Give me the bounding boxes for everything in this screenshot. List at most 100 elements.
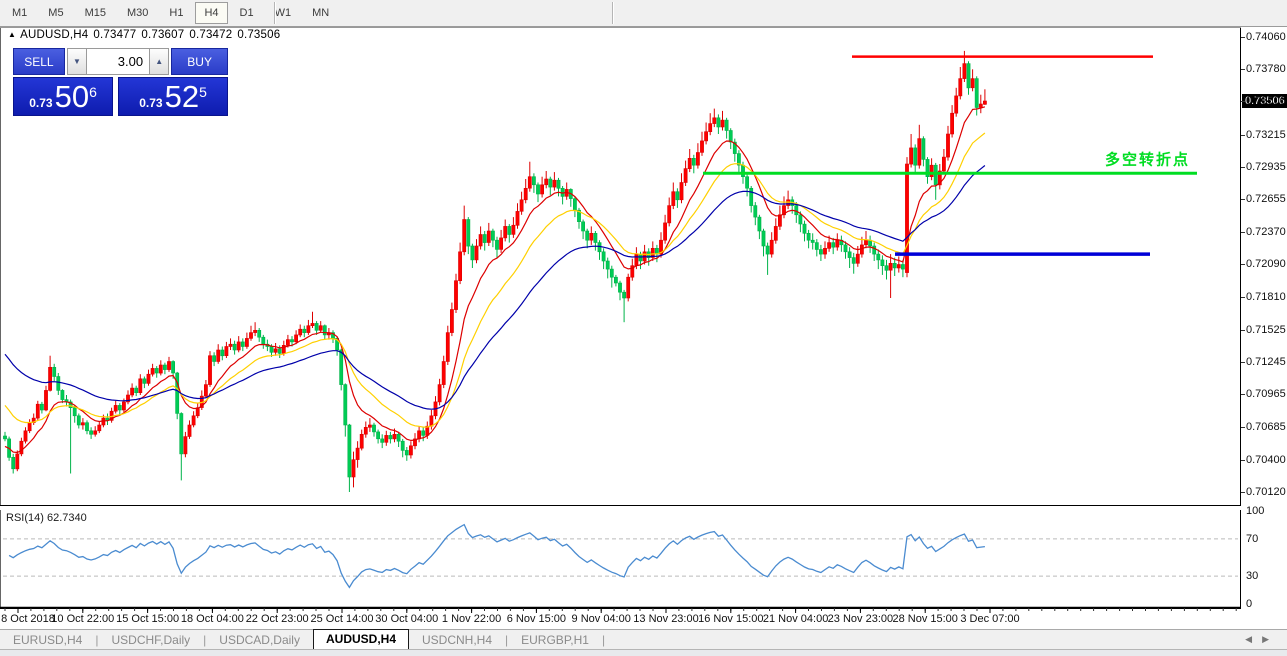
timeframe-button-H4[interactable]: H4	[195, 2, 228, 24]
timeframe-button-M15[interactable]: M15	[84, 7, 106, 19]
tab-usdchf-daily[interactable]: USDCHF,Daily	[111, 633, 191, 647]
ohlc-low: 0.73472	[189, 29, 233, 41]
symbol-name: AUDUSD,H4	[20, 29, 89, 41]
ohlc-high: 0.73607	[141, 29, 185, 41]
toolbar-divider	[612, 2, 614, 24]
time-axis-label: 18 Oct 04:00	[180, 613, 244, 625]
time-axis-label: 23 Nov 23:00	[827, 613, 894, 625]
price-tick	[1241, 426, 1245, 428]
tab-separator: |	[203, 633, 207, 647]
sell-price-main: 50	[54, 79, 90, 114]
tab-separator: |	[505, 633, 509, 647]
scroll-right-icon[interactable]: ▶	[1262, 634, 1279, 644]
tab-eurgbp-h1[interactable]: EURGBP,H1	[521, 633, 589, 647]
chevron-up-icon: ▲	[155, 57, 164, 66]
sell-button[interactable]: SELL	[13, 48, 65, 75]
rsi-guide-label: 100	[1246, 505, 1265, 517]
tab-eurusd-h4[interactable]: EURUSD,H4	[13, 633, 83, 647]
rsi-value-label: RSI(14) 62.7340	[6, 512, 87, 524]
tab-usdcad-daily[interactable]: USDCAD,Daily	[219, 633, 300, 647]
buy-button[interactable]: BUY	[171, 48, 228, 75]
buy-price-main: 52	[164, 79, 200, 114]
time-axis-label: 3 Dec 07:00	[960, 613, 1020, 625]
timeframe-button-W1[interactable]: W1	[274, 7, 292, 19]
price-axis[interactable]: 0.73506 0.74060 0.73780 0.73506 0.73215 0.72…	[1241, 27, 1287, 610]
scroll-left-icon[interactable]: ◀	[1245, 634, 1263, 644]
current-price-badge: 0.73506	[1242, 93, 1287, 108]
price-tick	[1241, 329, 1245, 331]
time-axis-label: 30 Oct 04:00	[375, 613, 439, 625]
price-axis-label: 0.72935	[1246, 160, 1286, 173]
price-tick	[1241, 199, 1245, 201]
price-axis-label: 0.71525	[1246, 323, 1286, 336]
price-tick	[1241, 394, 1245, 396]
price-axis-label: 0.74060	[1246, 31, 1286, 43]
price-axis-label: 0.73506	[1246, 94, 1286, 107]
rsi-guide-label: 0	[1246, 598, 1253, 610]
timeframe-button-M30[interactable]: M30	[126, 7, 149, 19]
time-axis-label: 21 Nov 04:00	[762, 613, 829, 625]
timeframe-button-M5[interactable]: M5	[48, 7, 64, 19]
time-axis-label: 28 Nov 15:00	[892, 613, 958, 625]
rsi-guide-label: 70	[1246, 532, 1259, 545]
sell-price-prefix: 0.73	[29, 96, 53, 110]
time-axis-label: 1 Nov 22:00	[441, 613, 502, 625]
volume-input[interactable]	[87, 48, 150, 75]
chevron-down-icon: ▼	[73, 57, 81, 66]
sell-price-display[interactable]: 0.73 50 6	[13, 77, 114, 116]
time-axis-label: 13 Nov 23:00	[633, 613, 699, 625]
time-axis-label: 6 Nov 15:00	[506, 613, 567, 625]
price-tick	[1241, 166, 1245, 168]
price-tick	[1241, 100, 1245, 102]
sell-price-pip: 6	[89, 84, 97, 100]
price-tick	[1241, 459, 1245, 461]
ohlc-close: 0.73506	[237, 29, 281, 41]
buy-price-pip: 5	[199, 84, 207, 100]
ohlc-open: 0.73477	[93, 29, 137, 41]
time-axis-label: 9 Nov 04:00	[571, 613, 631, 625]
timeframe-button-D1[interactable]: D1	[239, 7, 254, 19]
price-tick	[1241, 264, 1245, 266]
price-tick	[1241, 37, 1245, 38]
price-axis-label: 0.72090	[1246, 258, 1286, 271]
status-bar	[0, 649, 1287, 656]
price-axis-label: 0.72655	[1246, 193, 1286, 206]
price-axis-label: 0.73780	[1246, 63, 1286, 76]
buy-price-display[interactable]: 0.73 52 5	[118, 77, 228, 116]
price-axis-label: 0.70685	[1246, 420, 1286, 433]
time-axis[interactable]: 8 Oct 2018 10 Oct 22:00 15 Oct 15:00 18 Oct…	[0, 608, 1241, 629]
volume-decrease-button[interactable]: ▼	[66, 48, 88, 75]
timeframe-button-H1[interactable]: H1	[169, 7, 184, 19]
rsi-indicator-pane[interactable]	[0, 510, 1241, 609]
tab-audusd-h4[interactable]: AUDUSD,H4	[312, 628, 409, 650]
buy-price-prefix: 0.73	[139, 96, 163, 110]
tab-separator: |	[95, 633, 99, 647]
price-tick	[1241, 491, 1245, 493]
timeframe-toolbar: M1 M5 M15 M30 H1 H4 D1 W1 MN	[0, 0, 1287, 27]
price-axis-label: 0.70120	[1246, 485, 1286, 498]
tab-usdcnh-h4[interactable]: USDCNH,H4	[422, 633, 493, 647]
timeframe-button-M1[interactable]: M1	[12, 7, 28, 19]
volume-increase-button[interactable]: ▲	[149, 48, 170, 75]
price-tick	[1241, 134, 1245, 136]
time-axis-label: 22 Oct 23:00	[245, 613, 309, 625]
chart-tab-bar: EURUSD,H4 | USDCHF,Daily | USDCAD,Daily AUDUS…	[0, 628, 1287, 650]
time-axis-label: 10 Oct 22:00	[51, 613, 115, 625]
price-axis-label: 0.73215	[1246, 128, 1286, 141]
timeframe-button-MN[interactable]: MN	[312, 7, 330, 19]
symbol-ohlc-header: ▲ AUDUSD,H4 0.73477 0.73607 0.73472 0.73506	[8, 29, 285, 41]
price-tick	[1241, 362, 1245, 364]
price-tick	[1241, 296, 1245, 298]
rsi-guide-label: 30	[1246, 570, 1259, 583]
toolbar-divider	[274, 2, 276, 24]
price-tick	[1241, 232, 1245, 234]
time-axis-label: 15 Oct 15:00	[116, 613, 180, 625]
up-triangle-icon: ▲	[8, 30, 17, 39]
tab-scroll-arrows[interactable]: ◀▶	[1245, 634, 1279, 645]
pivot-annotation: 多空转折点	[1105, 150, 1190, 168]
one-click-trade-panel: SELL ▼ ▲ BUY 0.73 50 6 0.73 52 5	[13, 48, 228, 116]
price-axis-label: 0.71245	[1246, 356, 1286, 369]
tab-separator: |	[601, 633, 606, 647]
price-axis-label: 0.70965	[1246, 388, 1286, 401]
